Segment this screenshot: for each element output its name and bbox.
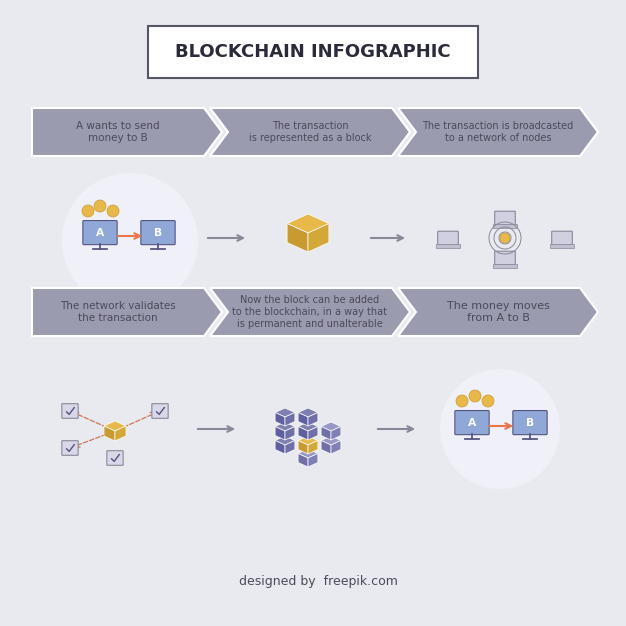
Polygon shape (275, 408, 295, 417)
FancyBboxPatch shape (495, 251, 515, 265)
Circle shape (94, 200, 106, 212)
Polygon shape (275, 422, 295, 431)
Polygon shape (298, 453, 308, 467)
Polygon shape (308, 223, 329, 252)
Polygon shape (308, 453, 318, 467)
Bar (493, 264, 517, 269)
Polygon shape (298, 449, 318, 458)
Polygon shape (321, 422, 341, 431)
FancyBboxPatch shape (107, 451, 123, 465)
Polygon shape (321, 426, 331, 440)
Bar (550, 244, 574, 249)
Polygon shape (331, 426, 341, 440)
Text: B: B (154, 228, 162, 238)
FancyBboxPatch shape (148, 26, 478, 78)
Polygon shape (275, 426, 285, 440)
Polygon shape (275, 441, 285, 454)
Circle shape (440, 369, 560, 489)
Circle shape (62, 173, 198, 309)
Polygon shape (285, 441, 295, 454)
FancyBboxPatch shape (495, 211, 515, 225)
Polygon shape (298, 436, 318, 445)
Circle shape (456, 395, 468, 407)
Text: Now the block can be added
to the blockchain, in a way that
is permanent and una: Now the block can be added to the blockc… (232, 295, 387, 329)
Polygon shape (321, 436, 341, 445)
Polygon shape (210, 288, 410, 336)
FancyBboxPatch shape (141, 220, 175, 245)
Polygon shape (298, 441, 308, 454)
Polygon shape (285, 413, 295, 426)
Polygon shape (210, 108, 410, 156)
Bar (493, 224, 517, 228)
Polygon shape (298, 413, 308, 426)
Polygon shape (298, 408, 318, 417)
Text: The money moves
from A to B: The money moves from A to B (446, 301, 550, 323)
Circle shape (500, 233, 510, 243)
FancyBboxPatch shape (455, 411, 489, 434)
Polygon shape (298, 426, 308, 440)
FancyBboxPatch shape (62, 404, 78, 418)
Polygon shape (115, 426, 126, 441)
Polygon shape (298, 422, 318, 431)
FancyBboxPatch shape (152, 404, 168, 418)
FancyBboxPatch shape (513, 411, 547, 434)
Polygon shape (287, 214, 329, 233)
Circle shape (82, 205, 94, 217)
Polygon shape (287, 223, 308, 252)
Polygon shape (32, 288, 222, 336)
Polygon shape (308, 426, 318, 440)
Polygon shape (104, 421, 126, 431)
Polygon shape (285, 426, 295, 440)
Text: A wants to send
money to B: A wants to send money to B (76, 121, 160, 143)
Circle shape (482, 395, 494, 407)
Polygon shape (331, 441, 341, 454)
Polygon shape (398, 288, 598, 336)
Text: A: A (96, 228, 104, 238)
Text: The transaction
is represented as a block: The transaction is represented as a bloc… (249, 121, 371, 143)
Polygon shape (308, 441, 318, 454)
Circle shape (469, 390, 481, 402)
FancyBboxPatch shape (83, 220, 117, 245)
Polygon shape (308, 413, 318, 426)
Text: BLOCKCHAIN INFOGRAPHIC: BLOCKCHAIN INFOGRAPHIC (175, 43, 451, 61)
FancyBboxPatch shape (552, 231, 572, 245)
Polygon shape (398, 108, 598, 156)
Text: A: A (468, 418, 476, 428)
FancyBboxPatch shape (438, 231, 458, 245)
Text: B: B (526, 418, 534, 428)
Circle shape (107, 205, 119, 217)
Polygon shape (104, 426, 115, 441)
Text: The transaction is broadcasted
to a network of nodes: The transaction is broadcasted to a netw… (423, 121, 573, 143)
Text: The network validates
the transaction: The network validates the transaction (60, 301, 176, 323)
FancyBboxPatch shape (62, 441, 78, 455)
Polygon shape (275, 413, 285, 426)
Polygon shape (32, 108, 222, 156)
Text: designed by  freepik.com: designed by freepik.com (239, 575, 398, 587)
Bar (436, 244, 460, 249)
Polygon shape (321, 441, 331, 454)
Polygon shape (275, 436, 295, 445)
